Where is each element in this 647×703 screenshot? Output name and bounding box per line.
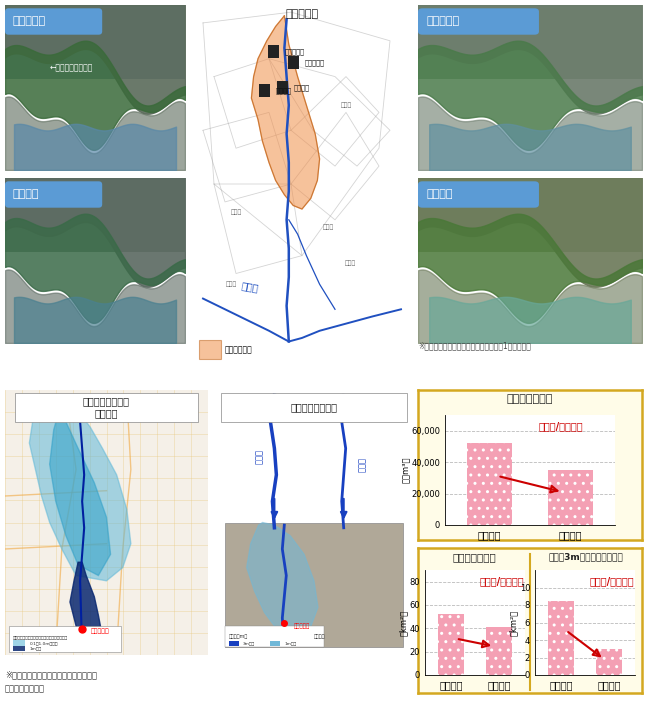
Text: 茨城県: 茨城県 — [323, 224, 334, 230]
Text: 資料）国土交通省: 資料）国土交通省 — [5, 684, 45, 693]
Text: 栃木県: 栃木県 — [340, 103, 351, 108]
Text: ダムがないとした場合の氾濫域（シナリオ例）: ダムがないとした場合の氾濫域（シナリオ例） — [13, 636, 68, 640]
Text: 浸水淵3m以上の面積の比較: 浸水淵3m以上の面積の比較 — [549, 553, 623, 562]
Bar — [225, 522, 403, 647]
FancyBboxPatch shape — [5, 8, 102, 34]
Polygon shape — [247, 522, 318, 636]
Text: 1m未満: 1m未満 — [284, 641, 296, 645]
FancyBboxPatch shape — [418, 8, 539, 34]
Bar — [418, 178, 642, 252]
Bar — [199, 340, 221, 359]
Text: 川俣ダム: 川俣ダム — [12, 190, 39, 200]
Bar — [15, 393, 198, 422]
Polygon shape — [29, 395, 131, 581]
Text: 概ね２/３に減少: 概ね２/３に減少 — [538, 422, 583, 432]
Bar — [221, 393, 407, 422]
Bar — [225, 626, 324, 647]
Y-axis label: （千m³）: （千m³） — [400, 457, 410, 483]
Bar — [288, 56, 299, 69]
Bar — [596, 649, 622, 675]
Polygon shape — [252, 15, 320, 209]
Text: 小貝川: 小貝川 — [358, 457, 367, 472]
Text: 常繯市役所: 常繯市役所 — [294, 623, 311, 628]
Text: 浸水深（m）: 浸水深（m） — [229, 634, 248, 639]
Bar — [9, 626, 121, 652]
Text: 川治ダム: 川治ダム — [427, 190, 454, 200]
Text: 群馬県: 群馬県 — [230, 209, 241, 215]
Bar — [13, 640, 25, 646]
Polygon shape — [70, 562, 102, 647]
Text: ：鬼怒川流域: ：鬼怒川流域 — [225, 345, 253, 354]
Text: 実際の浸水エリア: 実際の浸水エリア — [291, 402, 338, 412]
Bar — [5, 178, 185, 252]
Text: 3m以上: 3m以上 — [243, 641, 255, 645]
Bar — [467, 444, 512, 525]
Text: 利根川: 利根川 — [241, 280, 259, 293]
Text: 五十里ダム: 五十里ダム — [304, 59, 324, 65]
Text: 五十里ダム: 五十里ダム — [427, 16, 460, 27]
Text: ※各ダムの写真は、ダム上流側から９月1１日に撮影: ※各ダムの写真は、ダム上流側から９月1１日に撮影 — [418, 341, 531, 350]
Text: 汎濫面積の比較: 汎濫面積の比較 — [452, 553, 496, 562]
Bar — [486, 627, 512, 675]
Bar — [277, 81, 288, 93]
FancyBboxPatch shape — [418, 181, 539, 207]
Text: 千葉県: 千葉県 — [345, 260, 356, 266]
Bar — [268, 45, 279, 58]
Text: 汎濫水量の比較: 汎濫水量の比較 — [507, 394, 553, 404]
Text: 流域境界: 流域境界 — [314, 634, 325, 639]
Y-axis label: （km²）: （km²） — [399, 610, 408, 636]
Y-axis label: （km²）: （km²） — [509, 610, 518, 636]
Bar — [259, 84, 270, 97]
Bar — [548, 470, 593, 525]
Polygon shape — [50, 401, 111, 576]
Bar — [418, 5, 642, 79]
Text: 湯西川ダム: 湯西川ダム — [12, 16, 45, 27]
Text: 鬼怒川: 鬼怒川 — [255, 449, 263, 464]
Bar — [229, 641, 239, 646]
Text: 1m以上: 1m以上 — [29, 646, 41, 650]
Text: 0.1～1.0mの区域: 0.1～1.0mの区域 — [29, 641, 58, 645]
Bar — [5, 5, 185, 79]
Text: ※シミュレーション結果に基づくもの。: ※シミュレーション結果に基づくもの。 — [5, 670, 97, 679]
Text: 埼玉県: 埼玉県 — [226, 281, 237, 287]
Bar — [270, 641, 280, 646]
Text: 概ね１/３に減少: 概ね１/３に減少 — [590, 576, 635, 586]
Text: 鬼怒川流域: 鬼怒川流域 — [285, 8, 318, 18]
FancyBboxPatch shape — [5, 181, 102, 207]
Text: 湯西川ダム: 湯西川ダム — [285, 49, 304, 55]
Bar — [438, 614, 465, 675]
Text: 川俣ダム: 川俣ダム — [276, 88, 292, 94]
Text: ←五十里ダム贯水池: ←五十里ダム贯水池 — [50, 63, 93, 72]
Text: ダムがない場合の
試算結果: ダムがない場合の 試算結果 — [83, 396, 130, 418]
Bar — [548, 600, 575, 675]
Text: 概ね２/３に減少: 概ね２/３に減少 — [480, 576, 525, 586]
Text: 川治ダム: 川治ダム — [293, 84, 309, 91]
Text: 常繯市役所: 常繯市役所 — [91, 628, 109, 634]
Bar — [13, 646, 25, 651]
